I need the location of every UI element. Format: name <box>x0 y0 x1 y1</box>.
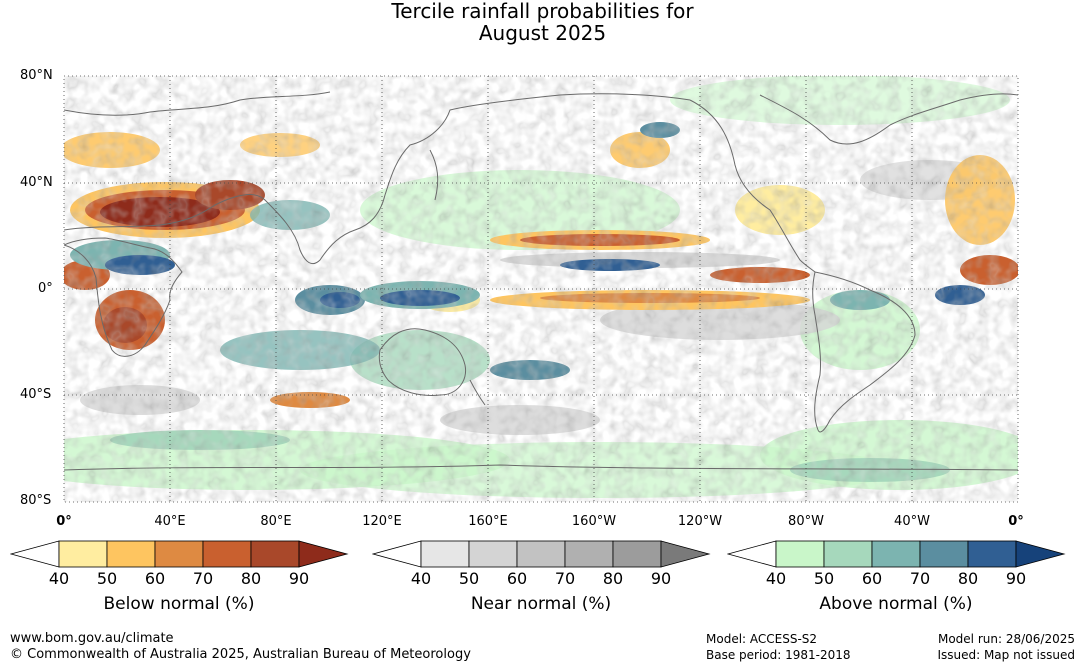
above-tick-60: 60 <box>861 569 883 588</box>
lon-label-80e: 80°E <box>260 514 292 529</box>
map-title-line-2: August 2025 <box>478 21 607 45</box>
colorbar-swatch <box>775 540 825 568</box>
colorbar-near-swatches <box>372 540 711 568</box>
below-tick-80: 80 <box>240 569 262 588</box>
lat-label-80n: 80°N <box>20 68 53 83</box>
colorbar-extend-low <box>372 540 422 568</box>
footer-model-run: Model run: 28/06/2025 <box>937 632 1075 646</box>
colorbar-swatch <box>58 540 108 568</box>
probability-field <box>64 76 1018 502</box>
near-tick-80: 80 <box>602 569 624 588</box>
colorbar-extend-high <box>660 540 711 568</box>
lat-label-0: 0° <box>38 281 53 296</box>
colorbar-extend-high <box>298 540 349 568</box>
near-tick-90: 90 <box>650 569 672 588</box>
below-tick-50: 50 <box>96 569 118 588</box>
lat-label-40s: 40°S <box>20 387 52 402</box>
lat-label-80s: 80°S <box>20 493 52 508</box>
colorbar-swatch <box>919 540 969 568</box>
colorbar-title-above: Above normal (%) <box>819 594 973 614</box>
lon-label-40e: 40°E <box>154 514 186 529</box>
lon-label-120e: 120°E <box>362 514 402 529</box>
colorbar-extend-low <box>727 540 777 568</box>
lon-label-120w: 120°W <box>677 514 723 529</box>
colorbar-title-near: Near normal (%) <box>470 594 612 614</box>
lon-label-40w: 40°W <box>894 514 930 529</box>
colorbar-swatch <box>106 540 156 568</box>
colorbar-extend-low <box>10 540 60 568</box>
map-title-line-1: Tercile rainfall probabilities for <box>391 0 694 23</box>
lon-label-0-east: 0° <box>1008 514 1024 529</box>
colorbar-swatch <box>420 540 470 568</box>
colorbar-swatch <box>468 540 518 568</box>
footer-url: www.bom.gov.au/climate <box>10 631 174 646</box>
below-tick-90: 90 <box>288 569 310 588</box>
coastlines <box>64 91 1018 471</box>
lon-label-160w: 160°W <box>571 514 617 529</box>
above-tick-50: 50 <box>813 569 835 588</box>
colorbar-title-below: Below normal (%) <box>103 594 255 614</box>
lon-label-80w: 80°W <box>788 514 824 529</box>
colorbar-swatch <box>202 540 252 568</box>
lat-label-40n: 40°N <box>20 175 53 190</box>
near-tick-70: 70 <box>554 569 576 588</box>
colorbar-above-normal <box>727 540 1066 568</box>
footer-base-period: Base period: 1981-2018 <box>706 648 851 662</box>
colorbar-near-normal <box>372 540 711 568</box>
below-tick-60: 60 <box>144 569 166 588</box>
colorbar-below-normal <box>10 540 349 568</box>
colorbar-swatch <box>823 540 873 568</box>
colorbar-swatch <box>516 540 566 568</box>
near-tick-60: 60 <box>506 569 528 588</box>
colorbar-swatch <box>154 540 204 568</box>
map-frame <box>63 75 1019 503</box>
above-tick-80: 80 <box>957 569 979 588</box>
above-tick-70: 70 <box>909 569 931 588</box>
colorbar-swatch <box>250 540 300 568</box>
colorbar-swatch <box>612 540 662 568</box>
colorbar-extend-high <box>1015 540 1066 568</box>
colorbar-above-swatches <box>727 540 1066 568</box>
lon-label-0-west: 0° <box>56 514 72 529</box>
footer-issued: Issued: Map not issued <box>937 648 1075 662</box>
near-tick-40: 40 <box>410 569 432 588</box>
colorbar-swatch <box>564 540 614 568</box>
below-tick-40: 40 <box>48 569 70 588</box>
footer-model: Model: ACCESS-S2 <box>706 632 818 646</box>
lon-label-160e: 160°E <box>468 514 508 529</box>
colorbar-swatch <box>871 540 921 568</box>
footer-copyright: © Commonwealth of Australia 2025, Austra… <box>10 647 471 662</box>
colorbar-swatch <box>967 540 1017 568</box>
graticule <box>64 76 1018 502</box>
below-tick-70: 70 <box>192 569 214 588</box>
above-tick-90: 90 <box>1005 569 1027 588</box>
above-tick-40: 40 <box>765 569 787 588</box>
colorbar-below-swatches <box>10 540 349 568</box>
near-tick-50: 50 <box>458 569 480 588</box>
